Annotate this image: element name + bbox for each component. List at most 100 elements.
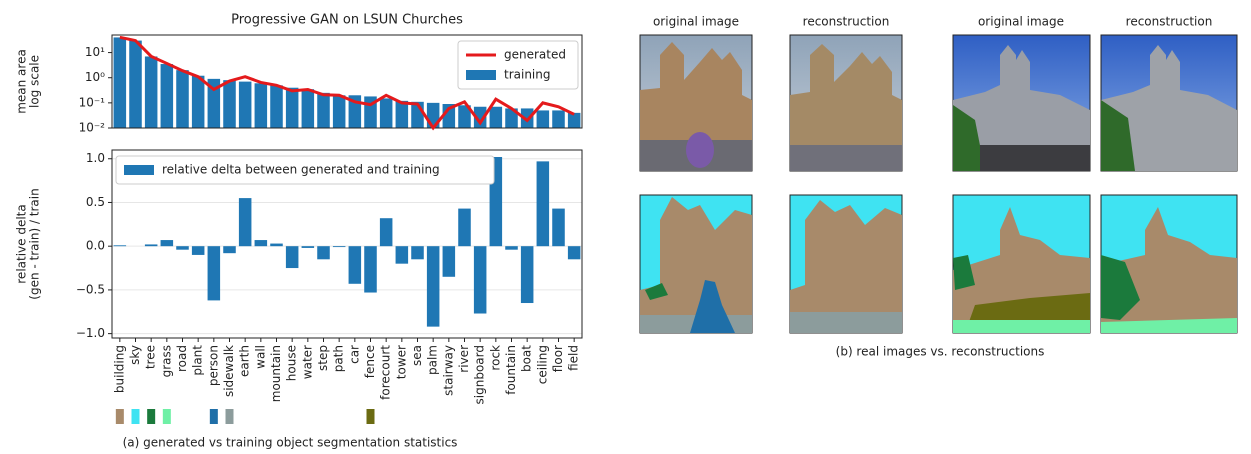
legend-label: relative delta between generated and tra…: [162, 163, 440, 177]
bar: [568, 113, 581, 128]
bar: [129, 41, 142, 128]
segmentation-original-2: [953, 195, 1090, 333]
panel-header: reconstruction: [803, 15, 890, 29]
bar: [537, 110, 550, 128]
bar: [333, 246, 346, 247]
bar: [443, 246, 456, 277]
y-axis-label: log scale: [28, 55, 42, 108]
bar: [176, 70, 189, 128]
segmentation-reconstruction-2: [1101, 195, 1237, 333]
photo-church-2: [953, 35, 1090, 171]
y-axis-label: (gen - train) / train: [28, 188, 42, 299]
photo-church-2-reconstruction: [1101, 35, 1237, 171]
bar: [270, 244, 283, 247]
x-tick-label: signboard: [473, 345, 487, 404]
panel-header: reconstruction: [1126, 15, 1213, 29]
class-color-swatch: [116, 409, 124, 424]
panel-header: original image: [653, 15, 739, 29]
legend-label: generated: [504, 48, 566, 62]
bar: [286, 88, 299, 128]
bar: [427, 246, 440, 326]
bar: [349, 246, 362, 284]
bar: [537, 161, 550, 246]
x-tick-label: river: [457, 345, 471, 373]
bar: [333, 95, 346, 128]
bar: [552, 110, 565, 128]
x-tick-label: wall: [253, 345, 267, 369]
x-tick-label: stairway: [441, 345, 455, 396]
class-color-swatch: [132, 409, 140, 424]
panel-header: original image: [978, 15, 1064, 29]
bar: [396, 101, 409, 128]
bar: [176, 246, 189, 249]
bar: [192, 76, 205, 128]
bar: [411, 246, 424, 259]
x-tick-label: mountain: [269, 345, 283, 402]
x-tick-label: boat: [520, 345, 534, 372]
bar: [161, 64, 174, 128]
bar: [458, 209, 471, 247]
y-tick-label: 10¹: [85, 45, 105, 59]
y-tick-label: 1.0: [86, 151, 105, 165]
x-tick-label: road: [175, 345, 189, 372]
x-tick-label: path: [332, 345, 346, 372]
bar: [521, 246, 534, 303]
class-color-swatch: [210, 409, 218, 424]
x-tick-label: ceiling: [535, 345, 549, 384]
legend-label: training: [504, 68, 551, 82]
bar: [505, 246, 518, 249]
x-tick-label: car: [347, 345, 361, 364]
bar: [317, 93, 330, 128]
bar: [474, 246, 487, 313]
bar: [223, 80, 236, 128]
bar: [192, 246, 205, 255]
x-tick-label: fence: [363, 345, 377, 378]
bar: [223, 246, 236, 253]
x-tick-label: fountain: [504, 345, 518, 395]
bar: [568, 246, 581, 259]
bar: [208, 246, 221, 300]
class-color-swatch: [147, 409, 155, 424]
figure: original image reconstruction original i…: [0, 0, 1251, 454]
bar: [380, 218, 393, 246]
x-tick-label: house: [285, 345, 299, 381]
x-tick-label: plant: [191, 345, 205, 376]
bar: [317, 246, 330, 259]
x-tick-label: sky: [128, 345, 142, 365]
photo-church-1-reconstruction: [790, 35, 902, 171]
y-tick-label: 0.5: [86, 195, 105, 209]
x-tick-label: tree: [144, 345, 158, 369]
x-tick-label: water: [300, 345, 314, 379]
segmentation-reconstruction-1: [790, 195, 902, 333]
x-tick-label: palm: [426, 345, 440, 375]
y-tick-label: −0.5: [76, 282, 105, 296]
legend-swatch: [124, 165, 154, 175]
bar: [145, 244, 158, 246]
caption-a: (a) generated vs training object segment…: [123, 436, 458, 450]
photo-church-1: [640, 35, 752, 171]
segmentation-original-1: [640, 195, 752, 333]
bar: [239, 198, 252, 246]
bar: [364, 246, 377, 292]
bar: [380, 98, 393, 128]
bar: [255, 83, 268, 128]
x-tick-label: rock: [488, 345, 502, 371]
bar: [490, 107, 503, 128]
bar: [396, 246, 409, 263]
y-tick-label: 10⁻²: [79, 121, 106, 135]
bar: [302, 246, 315, 248]
bar: [255, 240, 268, 246]
x-tick-label: sidewalk: [222, 345, 236, 397]
x-tick-label: field: [567, 345, 581, 371]
class-color-swatch: [163, 409, 171, 424]
chart-title: Progressive GAN on LSUN Churches: [231, 13, 463, 28]
y-tick-label: 10⁻¹: [79, 95, 106, 109]
x-tick-label: step: [316, 345, 330, 371]
y-tick-label: 10⁰: [85, 70, 105, 84]
bar: [302, 89, 315, 128]
y-tick-label: 0.0: [86, 239, 105, 253]
y-axis-label: relative delta: [15, 204, 29, 283]
x-tick-label: earth: [238, 345, 252, 377]
x-tick-label: floor: [551, 345, 565, 372]
bar: [270, 85, 283, 128]
